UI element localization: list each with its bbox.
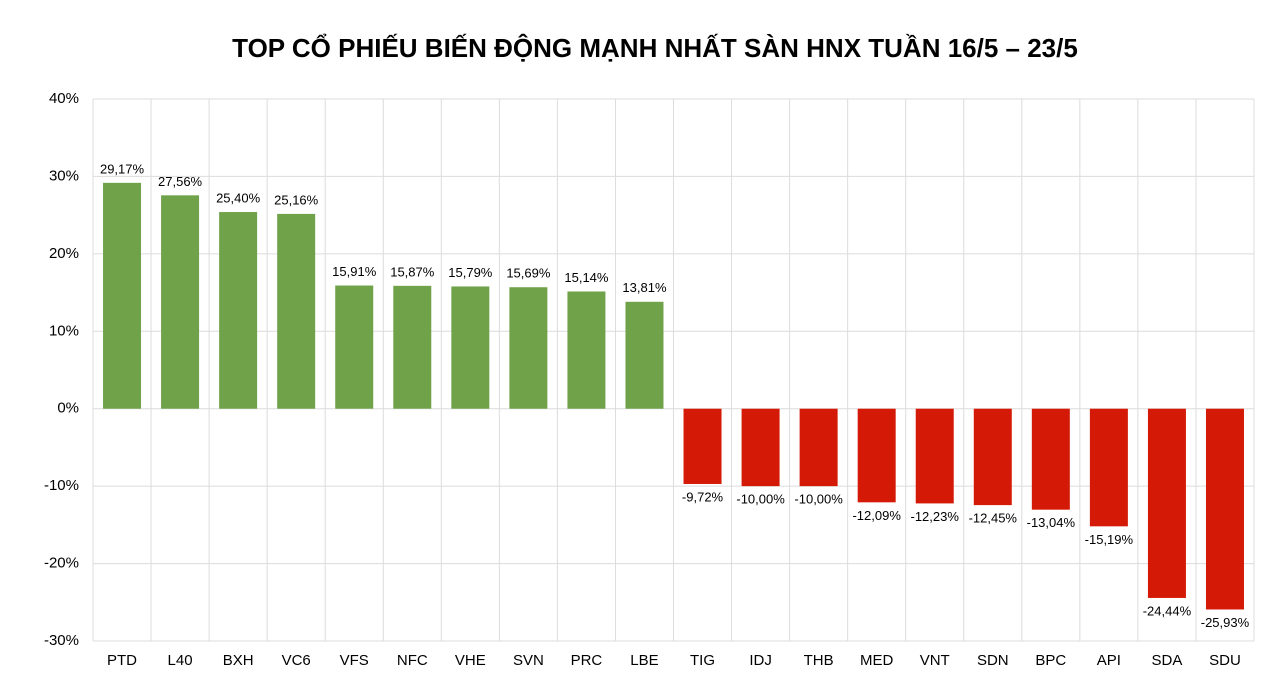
y-tick-label: 10%: [49, 322, 79, 339]
bar: [393, 285, 432, 409]
bar: [277, 213, 316, 409]
y-tick-label: -30%: [44, 632, 79, 649]
bar: [857, 408, 896, 503]
x-tick-label: SVN: [513, 652, 544, 669]
x-tick-label: L40: [168, 652, 193, 669]
x-tick-label: LBE: [630, 652, 658, 669]
value-label: 25,16%: [274, 192, 319, 207]
x-tick-label: MED: [860, 652, 894, 669]
y-tick-label: -20%: [44, 555, 79, 572]
x-tick-label: NFC: [397, 652, 428, 669]
value-label: -10,00%: [794, 492, 843, 507]
value-label: -24,44%: [1143, 603, 1192, 618]
bar: [161, 195, 200, 409]
bar: [741, 408, 780, 487]
value-label: -13,04%: [1027, 515, 1076, 530]
bar: [625, 301, 664, 409]
bar: [103, 182, 142, 409]
x-tick-label: SDN: [977, 652, 1009, 669]
x-tick-label: VC6: [282, 652, 311, 669]
value-label: -12,23%: [911, 509, 960, 524]
x-tick-label: BXH: [223, 652, 254, 669]
value-label: 15,87%: [390, 264, 435, 279]
bar: [799, 408, 838, 487]
x-tick-label: BPC: [1035, 652, 1066, 669]
value-label: 29,17%: [100, 161, 145, 176]
y-tick-label: 20%: [49, 245, 79, 262]
value-label: 25,40%: [216, 190, 261, 205]
x-tick-label: API: [1097, 652, 1121, 669]
y-tick-label: 0%: [57, 400, 79, 417]
chart-title: TOP CỔ PHIẾU BIẾN ĐỘNG MẠNH NHẤT SÀN HNX…: [232, 33, 1078, 63]
x-tick-label: IDJ: [749, 652, 772, 669]
x-tick-label: TIG: [690, 652, 715, 669]
bar: [567, 291, 606, 409]
x-tick-label: VNT: [920, 652, 950, 669]
value-label: -25,93%: [1201, 615, 1250, 630]
x-tick-label: PRC: [571, 652, 603, 669]
bar: [683, 408, 722, 484]
bar: [335, 285, 374, 409]
value-label: -15,19%: [1085, 532, 1134, 547]
x-tick-label: VHE: [455, 652, 486, 669]
x-tick-label: VFS: [340, 652, 369, 669]
value-label: 27,56%: [158, 174, 203, 189]
value-label: -10,00%: [736, 492, 785, 507]
value-label: 15,69%: [506, 266, 551, 281]
value-label: -12,45%: [969, 511, 1018, 526]
x-tick-label: SDU: [1209, 652, 1241, 669]
x-tick-label: PTD: [107, 652, 137, 669]
y-tick-label: 40%: [49, 90, 79, 107]
value-label: 13,81%: [622, 280, 667, 295]
value-label: 15,14%: [564, 270, 609, 285]
x-tick-label: SDA: [1152, 652, 1183, 669]
y-tick-label: -10%: [44, 477, 79, 494]
value-label: 15,79%: [448, 265, 493, 280]
value-label: -12,09%: [852, 508, 901, 523]
value-label: 15,91%: [332, 264, 377, 279]
bar: [451, 286, 490, 409]
bar: [1031, 408, 1070, 510]
bar: [1089, 408, 1128, 527]
bar: [1147, 408, 1186, 598]
bar: [1205, 408, 1244, 610]
y-tick-label: 30%: [49, 167, 79, 184]
value-label: -9,72%: [682, 489, 724, 504]
bar: [219, 212, 258, 409]
bar: [915, 408, 954, 504]
x-tick-label: THB: [804, 652, 834, 669]
bar: [973, 408, 1012, 506]
bar: [509, 287, 548, 409]
